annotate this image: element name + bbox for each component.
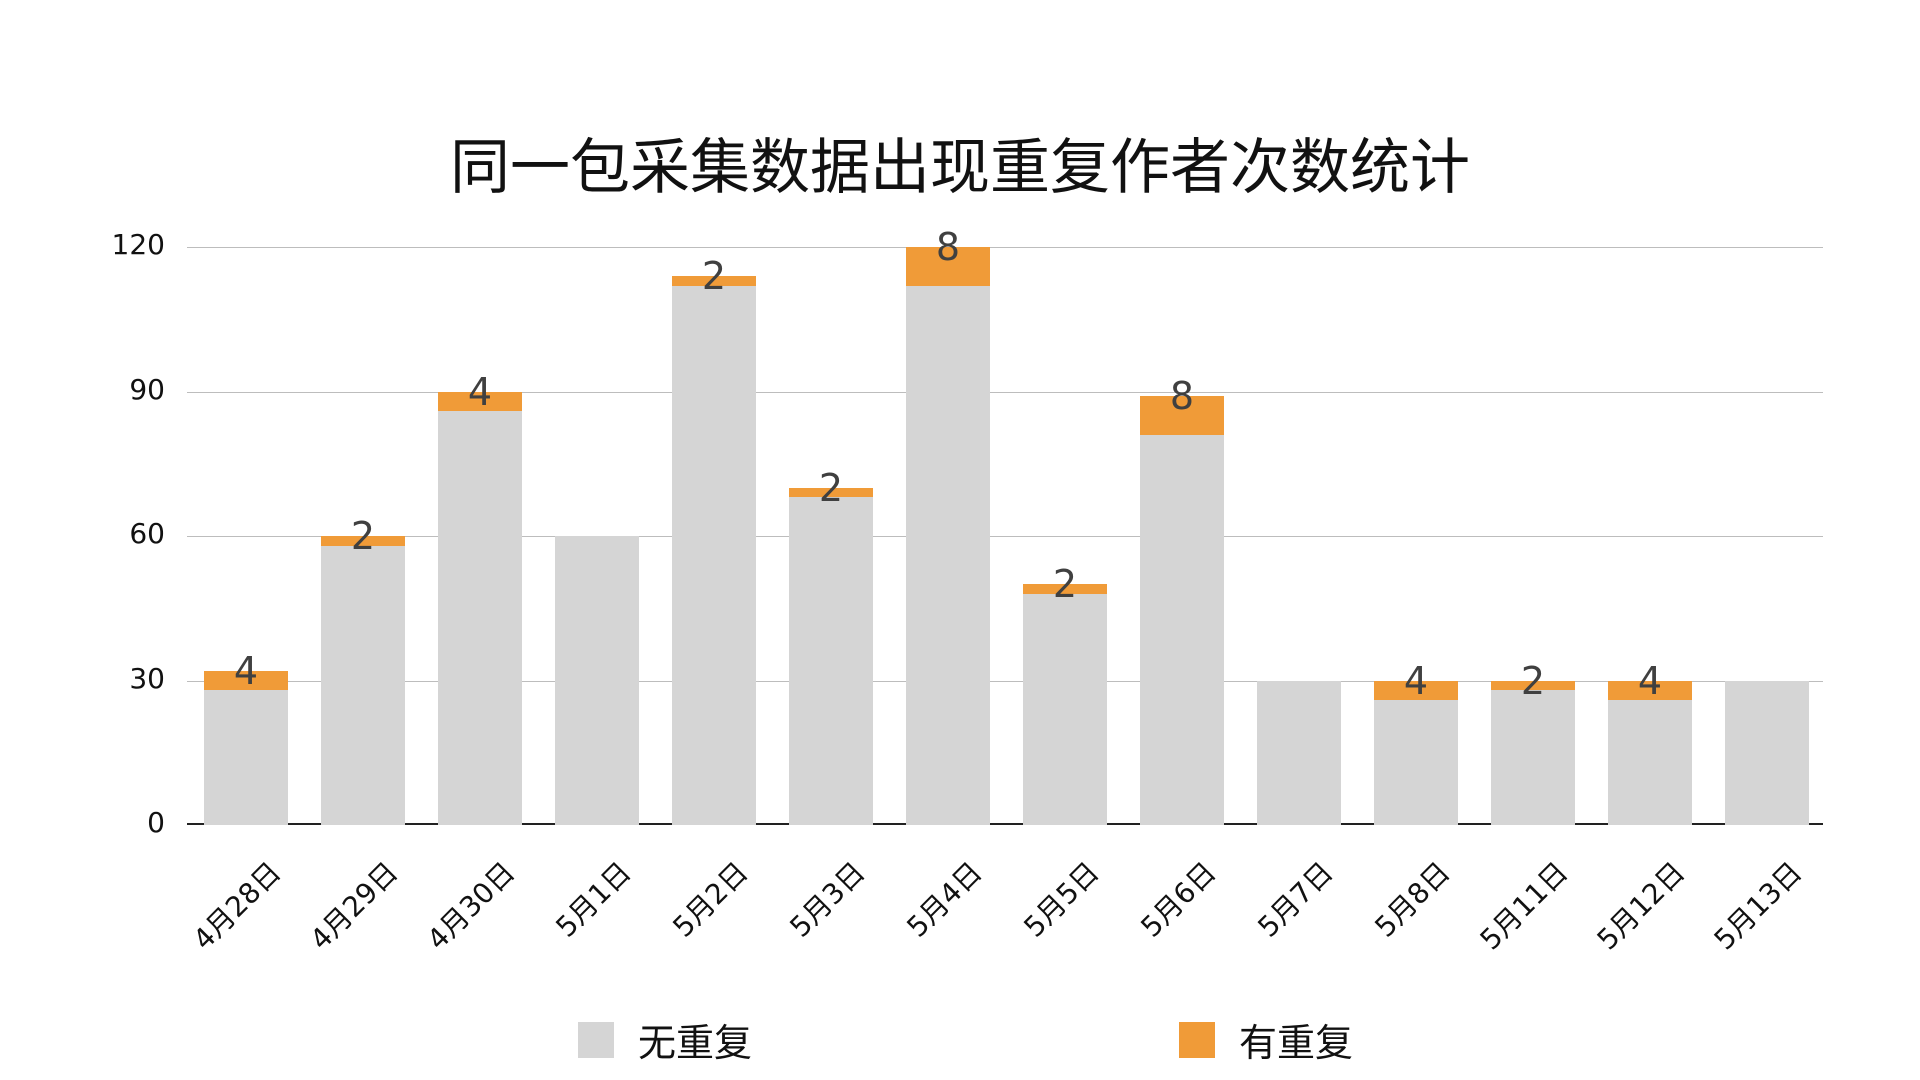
legend-swatch-dup bbox=[1179, 1021, 1215, 1058]
bar-segment-dup bbox=[1608, 680, 1692, 700]
y-tick-90: 90 bbox=[129, 373, 165, 406]
gridline-90 bbox=[187, 391, 1823, 393]
x-tick-label: 4月29日 bbox=[303, 855, 405, 957]
x-tick-label: 5月2日 bbox=[666, 855, 755, 944]
data-label: 2 bbox=[1520, 658, 1546, 703]
data-label: 2 bbox=[701, 253, 727, 298]
bar-segment-dup bbox=[906, 247, 990, 286]
bar-segment-dup bbox=[1491, 680, 1575, 691]
bar-segment-no-dup bbox=[1257, 680, 1341, 825]
gridline-120 bbox=[187, 247, 1823, 248]
data-label: 2 bbox=[1052, 562, 1078, 607]
x-tick-label: 5月1日 bbox=[549, 855, 638, 944]
x-tick-label: 5月6日 bbox=[1134, 855, 1223, 944]
bar-segment-no-dup bbox=[1725, 680, 1809, 825]
x-tick-label: 4月28日 bbox=[186, 855, 288, 957]
bar-6: 8 bbox=[906, 225, 990, 825]
legend-item-dup: 有重复 bbox=[1179, 1012, 1353, 1067]
y-tick-30: 30 bbox=[129, 662, 165, 695]
x-tick-label: 5月4日 bbox=[900, 855, 989, 944]
x-tick-label: 5月8日 bbox=[1368, 855, 1457, 944]
data-label: 4 bbox=[233, 648, 259, 693]
bar-segment-dup bbox=[1140, 396, 1224, 435]
plot-area: 4 2 4 2 2 8 2 8 4 2 4 bbox=[187, 225, 1823, 825]
data-label: 4 bbox=[1403, 658, 1429, 703]
bar-segment-no-dup bbox=[1140, 434, 1224, 825]
bar-4: 2 bbox=[672, 254, 756, 825]
legend-item-no-dup: 无重复 bbox=[578, 1012, 752, 1067]
bar-segment-dup bbox=[321, 536, 405, 546]
bar-0: 4 bbox=[204, 649, 288, 825]
bar-8: 8 bbox=[1140, 374, 1224, 825]
bar-segment-dup bbox=[672, 275, 756, 286]
y-tick-120: 120 bbox=[111, 228, 165, 261]
bar-7: 2 bbox=[1023, 562, 1107, 825]
x-tick-label: 4月30日 bbox=[420, 855, 522, 957]
bar-12: 4 bbox=[1608, 659, 1692, 825]
x-axis-line bbox=[187, 823, 1823, 825]
y-tick-60: 60 bbox=[129, 517, 165, 550]
data-label: 2 bbox=[350, 514, 376, 558]
data-label: 4 bbox=[1637, 658, 1663, 703]
data-label: 8 bbox=[935, 225, 961, 269]
x-tick-label: 5月7日 bbox=[1251, 855, 1340, 944]
data-label: 4 bbox=[467, 369, 493, 414]
bar-5: 2 bbox=[789, 466, 873, 825]
bar-3 bbox=[555, 536, 639, 825]
bar-segment-no-dup bbox=[555, 536, 639, 825]
bar-10: 4 bbox=[1374, 659, 1458, 825]
bar-segment-dup bbox=[204, 670, 288, 691]
bar-9 bbox=[1257, 680, 1341, 825]
bar-segment-dup bbox=[1374, 680, 1458, 700]
bar-segment-no-dup bbox=[204, 690, 288, 825]
bar-segment-no-dup bbox=[1491, 690, 1575, 825]
bar-segment-no-dup bbox=[1374, 699, 1458, 825]
bar-segment-no-dup bbox=[906, 285, 990, 825]
legend-label-dup: 有重复 bbox=[1239, 1021, 1354, 1065]
bar-2: 4 bbox=[438, 370, 522, 825]
legend-label-no-dup: 无重复 bbox=[638, 1021, 753, 1065]
x-tick-label: 5月3日 bbox=[783, 855, 872, 944]
x-tick-label: 5月5日 bbox=[1017, 855, 1106, 944]
x-tick-label: 5月11日 bbox=[1473, 855, 1575, 957]
bar-segment-no-dup bbox=[1608, 699, 1692, 825]
bar-13 bbox=[1725, 680, 1809, 825]
bar-segment-dup bbox=[438, 391, 522, 411]
x-tick-label: 5月13日 bbox=[1707, 855, 1809, 957]
bar-segment-no-dup bbox=[789, 497, 873, 825]
data-label: 2 bbox=[818, 465, 844, 510]
bar-segment-dup bbox=[789, 487, 873, 498]
y-tick-0: 0 bbox=[147, 806, 165, 839]
bar-segment-no-dup bbox=[1023, 593, 1107, 825]
gridline-60 bbox=[187, 536, 1823, 537]
data-label: 8 bbox=[1169, 374, 1195, 419]
bar-11: 2 bbox=[1491, 659, 1575, 825]
legend-swatch-no-dup bbox=[578, 1021, 614, 1058]
chart-title: 同一包采集数据出现重复作者次数统计 bbox=[450, 133, 1470, 203]
bar-segment-no-dup bbox=[438, 410, 522, 825]
bar-segment-no-dup bbox=[672, 285, 756, 825]
bar-segment-dup bbox=[1023, 584, 1107, 594]
gridline-30 bbox=[187, 680, 1823, 682]
bar-1: 2 bbox=[321, 514, 405, 825]
x-tick-label: 5月12日 bbox=[1590, 855, 1692, 957]
bar-segment-no-dup bbox=[321, 545, 405, 825]
